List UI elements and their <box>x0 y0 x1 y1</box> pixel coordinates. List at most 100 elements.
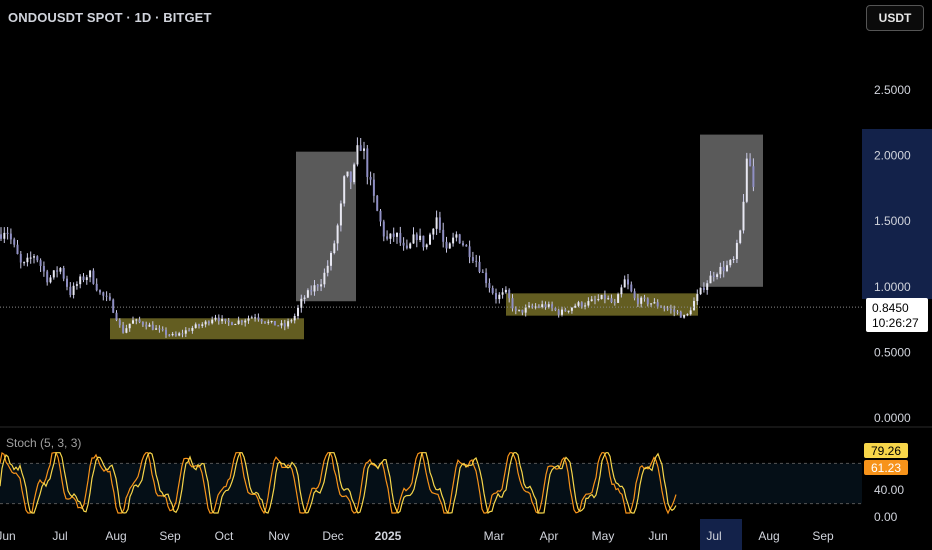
candle-body <box>221 318 224 322</box>
stoch-d-tag-value: 61.23 <box>871 461 901 475</box>
x-tick-label: May <box>592 529 615 543</box>
candle-body <box>62 268 65 279</box>
candle-body <box>432 228 435 235</box>
candle-body <box>534 306 537 308</box>
candle-body <box>646 298 649 305</box>
candle-body <box>326 265 329 273</box>
candle-body <box>168 334 171 336</box>
candle-body <box>683 314 686 318</box>
candle-body <box>663 307 666 309</box>
x-tick-label: 2025 <box>375 529 402 543</box>
candle-body <box>386 236 389 239</box>
candle-body <box>89 270 92 278</box>
price-axis-highlight <box>862 129 932 299</box>
candle-body <box>442 229 445 242</box>
candle-body <box>478 261 481 272</box>
candle-body <box>207 321 210 324</box>
candle-body <box>706 283 709 290</box>
candle-body <box>257 317 260 320</box>
y-tick-label: 1.5000 <box>874 214 911 228</box>
candle-body <box>359 145 362 151</box>
candle-body <box>396 232 398 237</box>
stoch-k-tag-bg <box>864 443 908 458</box>
candle-body <box>745 158 748 202</box>
candle-body <box>26 257 29 263</box>
candle-body <box>158 328 161 330</box>
candle-body <box>623 279 626 288</box>
accumulation-box <box>506 293 698 316</box>
candle-body <box>125 328 128 333</box>
candle-body <box>148 324 151 327</box>
candle-body <box>306 290 309 298</box>
candle-body <box>75 284 78 286</box>
candle-body <box>445 241 448 249</box>
candle-body <box>363 148 365 151</box>
candle-body <box>458 234 461 244</box>
time-axis-highlight <box>700 519 742 550</box>
candle-body <box>353 164 356 183</box>
candle-body <box>310 290 313 292</box>
candle-body <box>613 302 616 304</box>
candle-body <box>696 294 699 302</box>
candle-body <box>224 318 227 321</box>
candle-body <box>99 290 101 293</box>
stoch-k-line <box>0 451 677 515</box>
y-tick-label: 2.5000 <box>874 83 911 97</box>
candle-body <box>320 284 323 287</box>
candle-body <box>336 225 339 244</box>
candle-body <box>544 304 547 308</box>
candle-body <box>620 287 623 295</box>
candle-body <box>72 285 75 295</box>
candle-body <box>42 265 45 272</box>
currency-button[interactable]: USDT <box>866 5 924 31</box>
candle-body <box>650 303 653 305</box>
candle-body <box>676 311 679 313</box>
candle-body <box>607 298 610 300</box>
candle-body <box>739 230 742 243</box>
candle-body <box>267 321 270 323</box>
candle-body <box>49 277 52 283</box>
y-tick-label: 2.0000 <box>874 149 911 163</box>
candle-body <box>584 305 587 307</box>
candle-body <box>372 179 375 196</box>
candle-body <box>115 312 118 321</box>
candle-body <box>537 306 540 308</box>
candle-body <box>551 304 554 309</box>
candle-body <box>313 285 316 292</box>
candle-body <box>468 246 471 258</box>
candle-body <box>422 235 425 248</box>
candle-body <box>198 324 200 326</box>
candle-body <box>735 242 738 260</box>
breakout-box <box>296 151 356 302</box>
candle-body <box>0 234 2 239</box>
candle-body <box>547 304 550 308</box>
candle-body <box>264 321 266 323</box>
stoch-k-tag-value: 79.26 <box>871 444 901 458</box>
stochastic-label: Stoch (5, 3, 3) <box>6 436 82 450</box>
candle-body <box>155 328 158 330</box>
candle-body <box>214 317 217 320</box>
candle-body <box>333 243 336 254</box>
candle-body <box>13 239 16 245</box>
candle-body <box>399 232 402 243</box>
x-tick-label: Mar <box>484 529 505 543</box>
candle-body <box>69 286 72 295</box>
candle-body <box>9 233 12 240</box>
candle-body <box>174 333 177 336</box>
candle-body <box>587 301 590 306</box>
accumulation-box <box>110 318 304 340</box>
candle-body <box>610 298 613 303</box>
candle-body <box>141 322 144 325</box>
candle-body <box>151 324 154 330</box>
candle-body <box>59 268 62 272</box>
candle-body <box>66 278 68 287</box>
candle-body <box>528 305 530 308</box>
x-tick-label: Oct <box>215 529 234 543</box>
candle-body <box>382 221 385 237</box>
candle-body <box>429 234 431 245</box>
candle-body <box>300 298 303 308</box>
candle-body <box>475 260 478 262</box>
candle-body <box>689 310 692 315</box>
x-tick-label: Jun <box>0 529 16 543</box>
